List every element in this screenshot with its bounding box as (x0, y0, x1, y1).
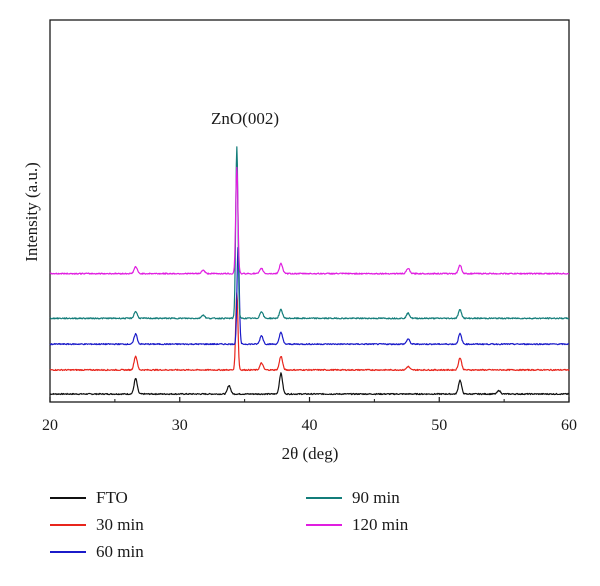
x-tick-label-20: 20 (42, 417, 58, 434)
x-tick-label-60: 60 (561, 417, 577, 434)
peak-annotation-zno002: ZnO(002) (211, 109, 279, 128)
x-tick-label-30: 30 (172, 417, 188, 434)
y-axis-title: Intensity (a.u.) (22, 162, 41, 262)
legend-item-fto: FTO (50, 486, 128, 510)
legend-swatch (306, 524, 342, 526)
legend-swatch (306, 497, 342, 499)
series-line-120-min (49, 166, 570, 275)
x-axis-ticks: 20 30 40 50 60 (42, 397, 577, 434)
legend-label: 30 min (96, 515, 144, 534)
series-line-30-min (49, 292, 570, 372)
series-layer (49, 146, 570, 396)
legend-label: 120 min (352, 515, 409, 534)
xrd-chart: 20 30 40 50 60 ZnO(002) 2θ (deg) Intensity (… (22, 19, 577, 463)
legend-item-90min: 90 min (306, 486, 400, 510)
series-line-fto (49, 372, 570, 396)
legend-swatch (50, 524, 86, 526)
series-line-60-min (49, 246, 570, 346)
legend-swatch (50, 497, 86, 499)
x-axis-title: 2θ (deg) (282, 444, 339, 463)
x-tick-label-50: 50 (431, 417, 447, 434)
x-tick-label-40: 40 (302, 417, 318, 434)
legend-item-120min: 120 min (306, 513, 408, 537)
series-line-90-min (49, 146, 570, 320)
legend: FTO 30 min 60 min 90 min 120 min (50, 486, 490, 582)
legend-item-30min: 30 min (50, 513, 144, 537)
legend-item-60min: 60 min (50, 540, 144, 564)
legend-label: 90 min (352, 488, 400, 507)
legend-swatch (50, 551, 86, 553)
legend-label: 60 min (96, 542, 144, 561)
legend-label: FTO (96, 488, 128, 507)
